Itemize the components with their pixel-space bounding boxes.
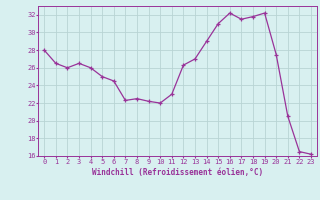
X-axis label: Windchill (Refroidissement éolien,°C): Windchill (Refroidissement éolien,°C) xyxy=(92,168,263,177)
